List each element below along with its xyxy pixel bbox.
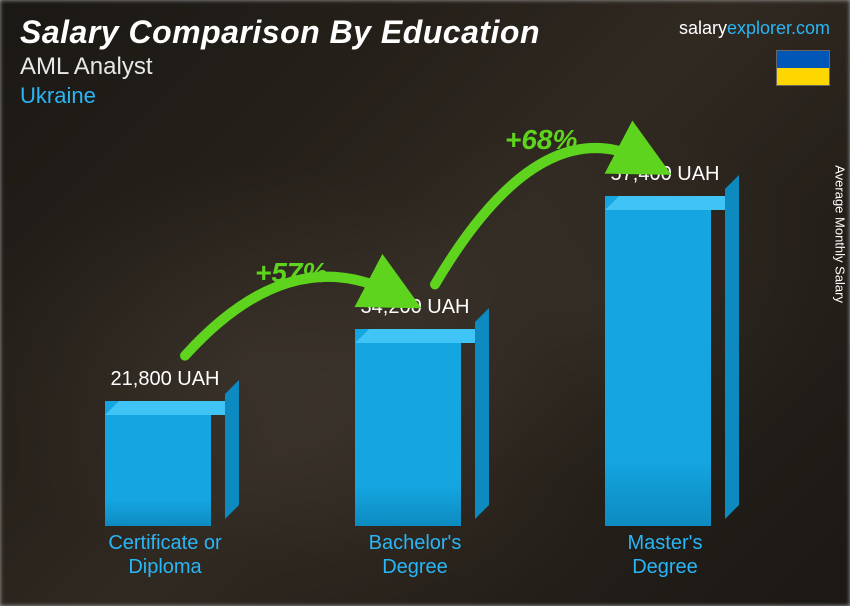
xlabels-container: Certificate orDiplomaBachelor'sDegreeMas… xyxy=(40,531,790,586)
bar-category-label: Bachelor'sDegree xyxy=(290,531,540,586)
job-title: AML Analyst xyxy=(20,53,830,81)
yaxis-label: Average Monthly Salary xyxy=(833,165,848,303)
increase-arrow-icon xyxy=(40,130,790,526)
content: Salary Comparison By Education AML Analy… xyxy=(0,0,850,606)
chart: 21,800 UAH 34,200 UAH 57,400 UAH Certifi… xyxy=(40,130,790,586)
flag-stripe-top xyxy=(777,51,829,68)
flag-stripe-bottom xyxy=(777,68,829,85)
bar-category-label: Master'sDegree xyxy=(540,531,790,586)
country-flag-icon xyxy=(776,50,830,86)
bar-category-label: Certificate orDiploma xyxy=(40,531,290,586)
brand-suffix: explorer.com xyxy=(727,18,830,38)
increase-percentage-label: +68% xyxy=(505,124,577,156)
brand-prefix: salary xyxy=(679,18,727,38)
country-name: Ukraine xyxy=(20,83,830,109)
brand-logo: salaryexplorer.com xyxy=(679,18,830,39)
